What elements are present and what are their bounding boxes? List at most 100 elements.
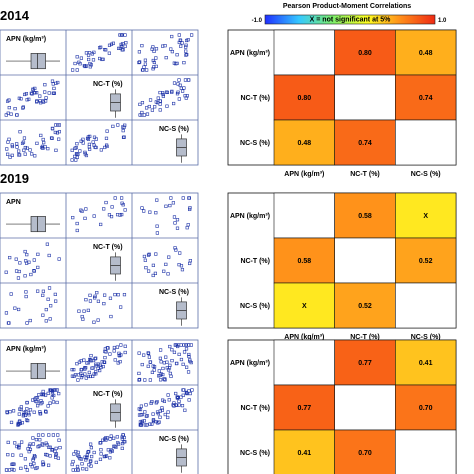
scatter-point	[97, 46, 102, 50]
scatter-point	[94, 460, 98, 465]
scatter-point	[18, 130, 22, 134]
scatter-point	[92, 450, 96, 455]
scatter-point	[173, 221, 177, 225]
scatter-point	[91, 366, 95, 370]
scatter-point	[25, 468, 29, 472]
scatter-point	[108, 352, 112, 356]
scatter-point	[81, 137, 85, 141]
scatter-point	[7, 321, 11, 325]
scatter-point	[35, 396, 39, 400]
scatter-point	[139, 413, 143, 417]
scatter-point	[150, 47, 154, 51]
scatter-point	[187, 78, 191, 82]
scatter-point	[48, 454, 52, 458]
scatter-point	[79, 368, 83, 372]
scatter-point	[41, 462, 46, 466]
scatter-point	[91, 374, 95, 378]
scatter-point	[144, 414, 148, 418]
scatter-point	[15, 142, 19, 146]
scatter-point	[145, 414, 149, 418]
scatter-point	[124, 41, 128, 45]
scatter-point	[146, 269, 151, 273]
scatter-point	[48, 401, 52, 405]
scatter-point	[177, 352, 181, 356]
scatter-point	[140, 101, 145, 105]
scatter-point	[186, 223, 190, 227]
scatter-point	[178, 251, 182, 255]
scatter-point	[43, 90, 47, 94]
scatter-point	[151, 45, 155, 49]
scatter-point	[120, 33, 124, 37]
scatter-point	[4, 311, 9, 315]
scatter-point	[17, 307, 21, 312]
scatter-point	[41, 433, 45, 437]
scatter-point	[84, 207, 88, 211]
heatmap-col-label: NC-S (%)	[411, 171, 441, 178]
scatter-point	[151, 412, 155, 416]
heatmap-cell	[395, 119, 457, 166]
variable-label: APN (kg/m³)	[6, 36, 46, 43]
scatter-point	[156, 101, 160, 105]
scatter-point	[50, 136, 54, 140]
scatter-point	[17, 96, 21, 100]
scatter-point	[151, 67, 155, 71]
scatter-point	[144, 403, 148, 407]
scatter-point	[189, 360, 193, 365]
heatmap-cell-label: 0.48	[298, 140, 312, 147]
scatter-point	[147, 252, 151, 256]
scatter-point	[181, 362, 185, 366]
scatter-point	[21, 106, 25, 110]
scatter-point	[17, 412, 21, 416]
scatter-point	[23, 274, 27, 278]
scatter-point	[80, 462, 84, 466]
scatter-point	[28, 148, 32, 152]
scatter-point	[187, 354, 191, 359]
scatter-point	[137, 50, 141, 54]
scatter-point	[188, 206, 192, 210]
scatter-point	[11, 462, 15, 466]
scatter-point	[185, 94, 189, 98]
heatmap-cell	[334, 119, 396, 166]
scatter-point	[179, 86, 183, 90]
scatter-point	[118, 33, 122, 37]
scatter-point	[174, 248, 178, 252]
scatter-point	[144, 266, 148, 270]
scatter-point	[23, 152, 27, 156]
scatter-point	[155, 410, 160, 414]
scatter-point	[116, 361, 120, 365]
scatter-point	[108, 456, 112, 460]
colorbar	[264, 14, 436, 25]
scatter-point	[154, 252, 158, 256]
scatter-point	[96, 318, 100, 322]
scatter-point	[13, 306, 17, 310]
scatter-point	[92, 143, 96, 147]
scatter-point	[56, 433, 60, 437]
scatter-point	[184, 390, 189, 395]
scatter-point	[121, 135, 126, 139]
scatter-point	[176, 82, 180, 86]
heatmap-cell	[395, 384, 457, 431]
heatmap-row-label: NC-T (%)	[240, 258, 270, 265]
heatmap-col-label: APN (kg/m³)	[284, 334, 324, 341]
scatter-point	[175, 403, 179, 407]
scatter-point	[166, 272, 170, 276]
scatter-point	[96, 299, 101, 303]
scatter-point	[156, 96, 160, 100]
heatmap-cell-label: 0.74	[419, 95, 433, 102]
scatter-point	[83, 64, 87, 69]
scatter-point	[54, 299, 58, 303]
scatter-point	[31, 436, 35, 440]
scatter-point	[167, 398, 171, 402]
scatter-point	[161, 366, 165, 371]
scatter-point	[30, 465, 34, 469]
scatter-point	[179, 44, 183, 48]
scatter-point	[166, 393, 170, 397]
scatter-point	[106, 448, 110, 452]
scatter-point	[94, 137, 98, 141]
scatter-matrix: APN (kg/m³) NC-T (%) NC-S (%)	[0, 339, 199, 474]
scatter-point	[123, 33, 127, 37]
scatter-point	[23, 413, 27, 418]
scatter-point	[138, 102, 142, 106]
scatter-point	[19, 97, 23, 101]
